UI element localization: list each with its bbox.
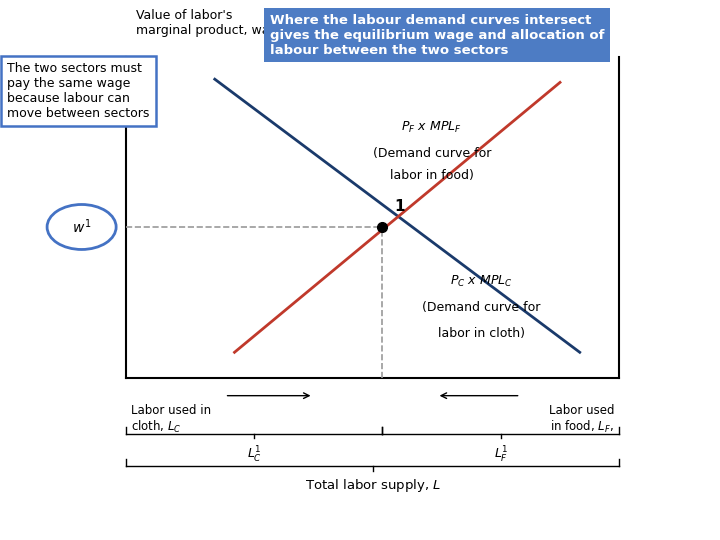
Text: $L_C^1$: $L_C^1$ (247, 445, 262, 465)
Text: labor in cloth): labor in cloth) (438, 327, 525, 340)
Text: Labor used
in food, $L_F$,: Labor used in food, $L_F$, (549, 404, 614, 435)
Text: Total labor supply, $L$: Total labor supply, $L$ (305, 477, 441, 494)
Text: labor in food): labor in food) (390, 169, 474, 182)
Text: $w^1$: $w^1$ (72, 218, 91, 237)
Text: (Demand curve for: (Demand curve for (372, 146, 491, 160)
Text: (Demand curve for: (Demand curve for (422, 301, 540, 314)
Text: Where the labour demand curves intersect
gives the equilibrium wage and allocati: Where the labour demand curves intersect… (270, 14, 605, 57)
Text: Value of labor's
marginal product, wage rate: Value of labor's marginal product, wage … (136, 9, 315, 37)
Text: Labor used in
cloth, $L_C$: Labor used in cloth, $L_C$ (131, 404, 211, 435)
Text: $L_F^1$: $L_F^1$ (493, 445, 508, 465)
Text: $P_C$ x $MPL_C$: $P_C$ x $MPL_C$ (450, 274, 513, 289)
Text: $P_F$ x $MPL_F$: $P_F$ x $MPL_F$ (402, 120, 462, 135)
Text: The two sectors must
pay the same wage
because labour can
move between sectors: The two sectors must pay the same wage b… (7, 62, 150, 120)
Text: 1: 1 (395, 199, 405, 214)
